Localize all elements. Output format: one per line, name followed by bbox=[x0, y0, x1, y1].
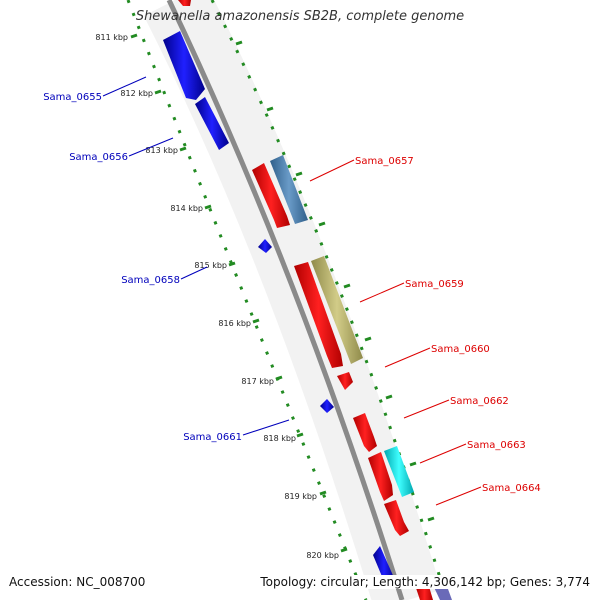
feature-ring-shadow bbox=[143, 0, 442, 604]
gene-feature-sama-0664[interactable] bbox=[384, 500, 409, 536]
gene-label-sama-0662[interactable]: Sama_0662 bbox=[450, 396, 509, 407]
gene-label-sama-0661[interactable]: Sama_0661 bbox=[183, 432, 242, 443]
outer-tick bbox=[364, 336, 372, 342]
gene-label-sama-0659[interactable]: Sama_0659 bbox=[405, 279, 464, 290]
forward-strand-features bbox=[178, 0, 452, 600]
kbp-tick bbox=[154, 89, 162, 95]
genome-summary: Topology: circular; Length: 4,306,142 bp… bbox=[260, 575, 590, 589]
leader-line bbox=[359, 282, 405, 303]
leader-line bbox=[180, 266, 208, 280]
leader-line bbox=[403, 399, 450, 419]
outer-tick bbox=[427, 516, 435, 522]
kbp-tick bbox=[204, 204, 212, 210]
kbp-label: 816 kbp bbox=[218, 319, 251, 328]
gene-feature-sama-0657[interactable] bbox=[270, 155, 308, 224]
gene-feature-sama-0659[interactable] bbox=[294, 262, 343, 368]
outer-tick bbox=[266, 106, 274, 112]
gene-label-sama-0655[interactable]: Sama_0655 bbox=[43, 92, 102, 103]
kbp-tick bbox=[179, 146, 187, 152]
left-gene-labels: Sama_0655 Sama_0656 Sama_0658 Sama_0661 bbox=[43, 76, 290, 443]
gene-feature-sama-0661[interactable] bbox=[320, 399, 334, 413]
inner-tick-track bbox=[126, 0, 368, 601]
accession-label: Accession: NC_008700 bbox=[9, 575, 146, 589]
map-title: Shewanella amazonensis SB2B, complete ge… bbox=[135, 9, 465, 24]
kbp-tick bbox=[275, 375, 283, 381]
gene-feature-top-red[interactable] bbox=[178, 0, 191, 6]
kbp-tick bbox=[228, 261, 236, 267]
leader-line bbox=[419, 443, 467, 464]
gene-label-sama-0663[interactable]: Sama_0663 bbox=[467, 440, 526, 451]
kbp-tick bbox=[340, 547, 348, 553]
outer-tick bbox=[409, 461, 417, 467]
gene-label-sama-0660[interactable]: Sama_0660 bbox=[431, 344, 490, 355]
gene-feature-sama-0658[interactable] bbox=[258, 239, 272, 253]
gene-feature-sama-0663[interactable] bbox=[384, 446, 414, 497]
leader-line bbox=[309, 159, 355, 182]
kbp-label: 818 kbp bbox=[263, 434, 296, 443]
outer-tick bbox=[295, 171, 303, 177]
gene-label-sama-0664[interactable]: Sama_0664 bbox=[482, 483, 541, 494]
kbp-tick bbox=[296, 432, 304, 438]
kbp-label: 817 kbp bbox=[241, 377, 274, 386]
outer-tick bbox=[385, 394, 393, 400]
gene-feature-sama-0656[interactable] bbox=[195, 97, 229, 150]
leader-line bbox=[384, 347, 431, 368]
leader-line bbox=[102, 76, 147, 97]
gene-label-sama-0657[interactable]: Sama_0657 bbox=[355, 156, 414, 167]
gene-feature-sama-0655[interactable] bbox=[163, 31, 205, 100]
kbp-tick bbox=[130, 33, 138, 39]
leader-line bbox=[128, 137, 174, 157]
outer-tick bbox=[235, 40, 243, 46]
kbp-tick bbox=[252, 318, 260, 324]
kbp-label: 814 kbp bbox=[170, 204, 203, 213]
leader-line bbox=[435, 486, 482, 506]
kbp-labels: 811 kbp 812 kbp 813 kbp 814 kbp 815 kbp … bbox=[95, 33, 339, 560]
gene-label-sama-0658[interactable]: Sama_0658 bbox=[121, 275, 180, 286]
leader-line bbox=[242, 419, 290, 436]
outer-tick bbox=[343, 283, 351, 289]
kbp-ticks bbox=[130, 33, 348, 553]
gene-feature-sama-0663-a[interactable] bbox=[368, 452, 393, 501]
kbp-label: 811 kbp bbox=[95, 33, 128, 42]
kbp-label: 820 kbp bbox=[306, 551, 339, 560]
kbp-label: 813 kbp bbox=[145, 146, 178, 155]
genome-backbone bbox=[166, 0, 405, 601]
gene-label-sama-0656[interactable]: Sama_0656 bbox=[69, 152, 128, 163]
outer-tick bbox=[318, 221, 326, 227]
reverse-strand-features bbox=[163, 31, 395, 586]
kbp-label: 812 kbp bbox=[120, 89, 153, 98]
gene-feature-sama-0662[interactable] bbox=[353, 413, 377, 452]
gene-feature-sama-0660[interactable] bbox=[337, 372, 353, 390]
gene-feature-sama-0659-b[interactable] bbox=[311, 256, 363, 364]
outer-major-ticks bbox=[235, 40, 435, 522]
kbp-label: 815 kbp bbox=[194, 261, 227, 270]
right-gene-labels: Sama_0657 Sama_0659 Sama_0660 Sama_0662 … bbox=[309, 156, 541, 506]
kbp-tick bbox=[319, 490, 327, 496]
gene-feature-sama-0657-a[interactable] bbox=[252, 163, 290, 228]
kbp-label: 819 kbp bbox=[284, 492, 317, 501]
